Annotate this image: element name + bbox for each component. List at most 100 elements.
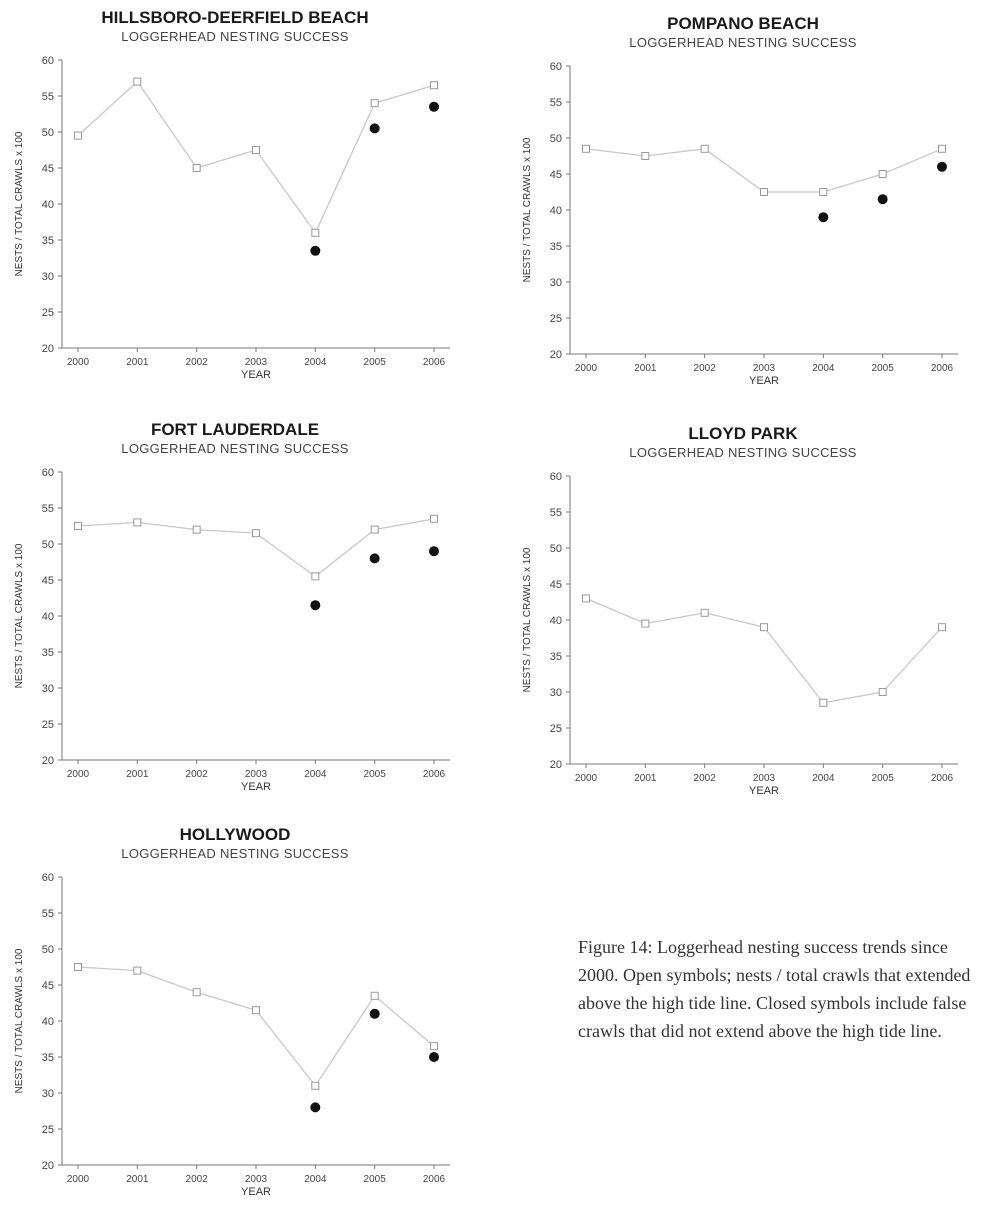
y-tick-label: 30 (42, 683, 54, 695)
open-point (938, 623, 946, 632)
chart-plot: 20 25 30 35 40 45 50 55 60 2000 2001 2002 2003 2004 20… (522, 61, 958, 387)
y-tick-label: 25 (550, 313, 562, 325)
x-tick-label: 2001 (126, 1174, 149, 1185)
y-tick-label: 60 (42, 467, 54, 479)
series-line (585, 148, 943, 193)
y-tick-label: 55 (550, 97, 562, 109)
closed-point (369, 123, 380, 134)
open-point (938, 144, 946, 153)
y-tick-label: 45 (42, 163, 54, 175)
chart-panel-lloyd-park: LLOYD PARK LOGGERHEAD NESTING SUCCESS 20… (508, 424, 978, 804)
y-tick-label: 30 (42, 271, 54, 283)
closed-point (369, 553, 380, 564)
x-tick-label: 2003 (245, 357, 268, 368)
open-point (370, 99, 379, 108)
x-tick-label: 2005 (364, 769, 387, 780)
open-point (819, 698, 828, 707)
open-point (370, 991, 379, 1000)
chart-panel-hillsboro: HILLSBORO-DEERFIELD BEACH LOGGERHEAD NES… (0, 8, 470, 388)
chart-panel-pompano: POMPANO BEACH LOGGERHEAD NESTING SUCCESS… (508, 14, 978, 394)
y-tick-label: 45 (550, 169, 562, 181)
chart-plot: 20 25 30 35 40 45 50 55 60 2000 2001 2002 2003 2004 20… (14, 872, 450, 1198)
y-tick-label: 40 (42, 611, 54, 623)
chart-title: HILLSBORO-DEERFIELD BEACH (101, 8, 369, 27)
y-tick-label: 35 (42, 235, 54, 247)
open-point (878, 170, 887, 178)
open-point (252, 529, 260, 538)
closed-point (818, 212, 829, 223)
y-tick-label: 55 (550, 507, 562, 519)
open-point (74, 963, 82, 971)
open-point (133, 966, 142, 975)
chart-subtitle: LOGGERHEAD NESTING SUCCESS (629, 445, 857, 460)
closed-point (429, 1052, 439, 1062)
open-point (430, 1042, 438, 1051)
chart-title: LLOYD PARK (688, 424, 798, 443)
y-tick-label: 60 (42, 55, 54, 67)
open-point (192, 525, 201, 534)
open-point (311, 228, 320, 237)
open-point (700, 608, 709, 617)
open-point (252, 1006, 260, 1015)
x-tick-label: 2005 (364, 1174, 387, 1185)
open-point (760, 623, 768, 632)
x-tick-label: 2004 (812, 363, 835, 374)
open-point (133, 518, 142, 527)
x-tick-label: 2003 (753, 773, 776, 784)
x-tick-label: 2004 (304, 769, 327, 780)
x-tick-label: 2005 (364, 357, 387, 368)
y-tick-label: 50 (550, 543, 562, 555)
open-point (252, 146, 260, 154)
chart-panel-fort-lauderdale: FORT LAUDERDALE LOGGERHEAD NESTING SUCCE… (0, 420, 470, 800)
y-tick-label: 40 (42, 1016, 54, 1028)
open-point (311, 1081, 320, 1090)
chart-plot: 20 25 30 35 40 45 50 55 60 2000 2001 2002 2003 2004 20… (14, 55, 450, 381)
chart-title: POMPANO BEACH (667, 14, 819, 33)
series-line (77, 966, 435, 1087)
x-tick-label: 2002 (694, 773, 717, 784)
open-point (133, 77, 142, 86)
y-tick-label: 60 (42, 872, 54, 884)
x-tick-label: 2000 (67, 769, 90, 780)
figure-caption: Figure 14: Loggerhead nesting success tr… (578, 937, 971, 1041)
y-tick-label: 45 (42, 980, 54, 992)
y-tick-label: 55 (42, 503, 54, 515)
open-point (192, 164, 201, 172)
x-tick-label: 2003 (245, 1174, 268, 1185)
y-tick-label: 45 (550, 579, 562, 591)
open-point (700, 144, 709, 153)
y-tick-label: 25 (550, 723, 562, 735)
y-tick-label: 50 (42, 944, 54, 956)
y-tick-label: 40 (550, 615, 562, 627)
chart-subtitle: LOGGERHEAD NESTING SUCCESS (121, 29, 349, 44)
x-tick-label: 2006 (423, 1174, 446, 1185)
chart-subtitle: LOGGERHEAD NESTING SUCCESS (121, 846, 349, 861)
x-tick-label: 2000 (575, 363, 598, 374)
closed-point (429, 546, 439, 557)
y-tick-label: 50 (42, 127, 54, 139)
open-point (370, 525, 379, 534)
y-tick-label: 35 (550, 241, 562, 253)
x-tick-label: 2001 (126, 769, 149, 780)
chart-plot: 20 25 30 35 40 45 50 55 60 2000 2001 2002 2003 2004 20… (14, 467, 450, 793)
y-axis-label: NESTS / TOTAL CRAWLS x 100 (14, 131, 25, 276)
x-tick-label: 2001 (634, 773, 657, 784)
x-axis-label: YEAR (241, 1186, 271, 1198)
y-axis-label: NESTS / TOTAL CRAWLS x 100 (14, 543, 25, 688)
y-tick-label: 20 (42, 1160, 54, 1172)
y-tick-label: 20 (42, 755, 54, 767)
x-tick-label: 2006 (931, 773, 954, 784)
chart-subtitle: LOGGERHEAD NESTING SUCCESS (121, 441, 349, 456)
open-point (878, 688, 887, 696)
closed-point (310, 600, 321, 611)
x-tick-label: 2006 (931, 363, 954, 374)
x-axis-label: YEAR (749, 785, 779, 797)
closed-point (310, 245, 321, 256)
x-axis-label: YEAR (241, 781, 271, 793)
open-point (311, 572, 320, 581)
x-tick-label: 2000 (67, 1174, 90, 1185)
x-tick-label: 2003 (245, 769, 268, 780)
y-tick-label: 20 (550, 759, 562, 771)
x-tick-label: 2006 (423, 769, 446, 780)
y-tick-label: 30 (550, 687, 562, 699)
